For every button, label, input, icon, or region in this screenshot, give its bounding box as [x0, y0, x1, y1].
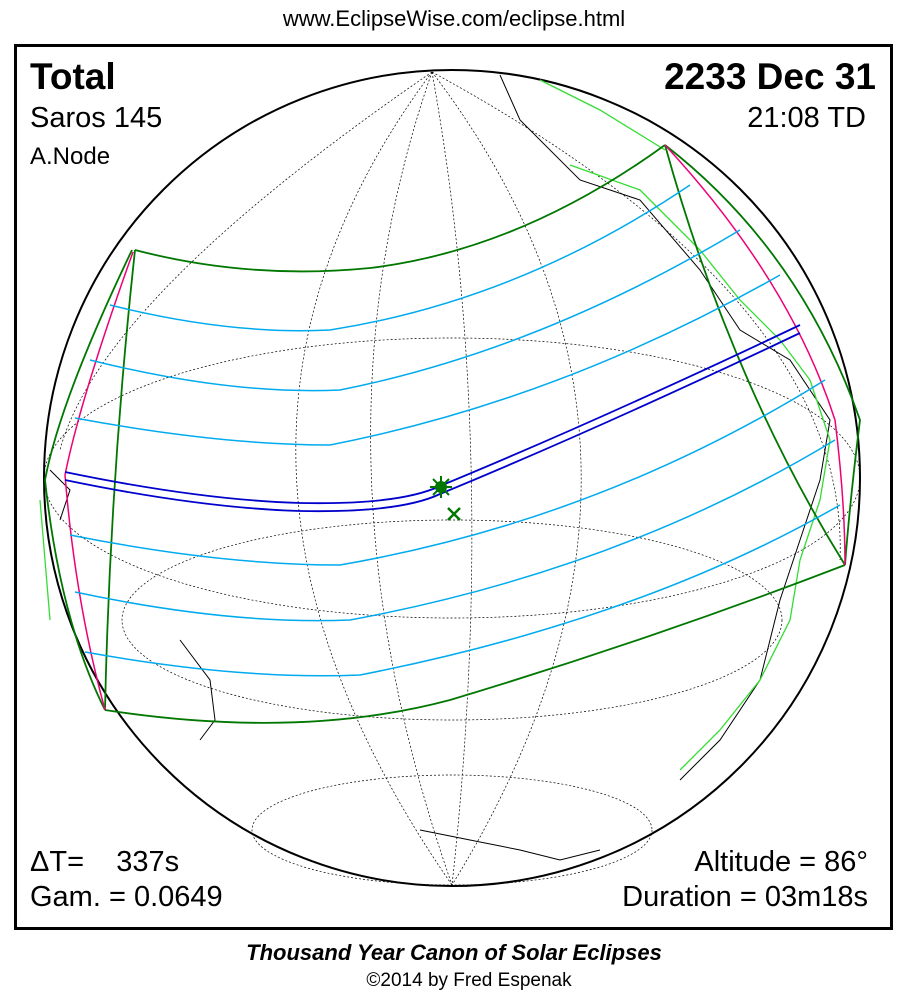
altitude: Altitude = 86° — [694, 846, 868, 878]
greatest-duration-icon — [447, 507, 461, 521]
canon-title: Thousand Year Canon of Solar Eclipses — [246, 940, 662, 965]
copyright: ©2014 by Fred Espenak — [366, 970, 572, 991]
eclipse-type: Total — [30, 56, 116, 97]
duration: Duration = 03m18s — [622, 881, 868, 913]
graticule — [43, 71, 861, 886]
northern-limit — [44, 144, 861, 724]
rise-set-curves — [64, 144, 846, 711]
node: A.Node — [30, 143, 111, 170]
gamma: Gam. = 0.0649 — [30, 881, 223, 913]
eclipse-date: 2233 Dec 31 — [664, 56, 876, 97]
magnitude-contours — [69, 184, 841, 677]
globe-outline — [43, 69, 861, 887]
coastlines — [49, 74, 831, 861]
map-frame — [14, 44, 893, 930]
central-path — [64, 324, 801, 513]
url-header: www.EclipseWise.com/eclipse.html — [282, 6, 626, 31]
coastlines-in-path — [39, 79, 831, 771]
delta-t: ΔT= 337s — [30, 846, 180, 878]
eclipse-time: 21:08 TD — [747, 102, 866, 134]
greatest-eclipse-icon — [430, 476, 452, 498]
saros-number: Saros 145 — [30, 102, 163, 134]
